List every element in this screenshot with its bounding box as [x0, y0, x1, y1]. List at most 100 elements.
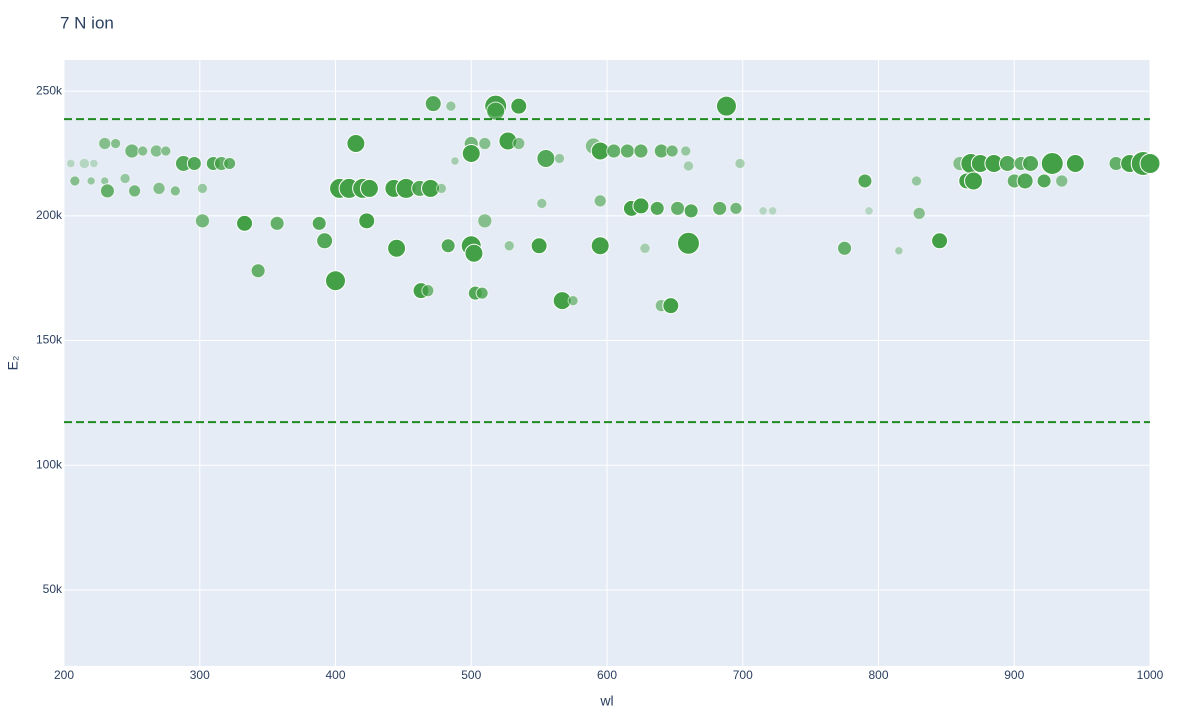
- y-tick-label: 250k: [36, 83, 63, 97]
- point: [196, 182, 208, 194]
- point: [639, 242, 651, 254]
- point: [715, 95, 737, 117]
- point: [186, 155, 202, 171]
- point: [66, 158, 76, 168]
- point: [712, 200, 728, 216]
- point: [912, 206, 926, 220]
- point: [119, 172, 131, 184]
- point: [311, 215, 327, 231]
- x-tick-label: 700: [733, 668, 753, 682]
- y-tick-label: 150k: [36, 333, 63, 347]
- point: [194, 213, 210, 229]
- point: [857, 173, 873, 189]
- point: [768, 206, 778, 216]
- chart-title: 7 N ion: [60, 13, 114, 32]
- point: [359, 178, 379, 198]
- point: [1055, 174, 1069, 188]
- point: [440, 238, 456, 254]
- x-tick-label: 900: [1004, 668, 1024, 682]
- point: [633, 143, 649, 159]
- point: [536, 149, 556, 169]
- point: [530, 237, 548, 255]
- point: [169, 185, 181, 197]
- point: [593, 194, 607, 208]
- point: [676, 231, 700, 255]
- point: [649, 200, 665, 216]
- point: [734, 157, 746, 169]
- point: [236, 214, 254, 232]
- point: [1022, 154, 1040, 172]
- x-tick-label: 600: [597, 668, 617, 682]
- point: [478, 137, 492, 151]
- y-tick-label: 50k: [43, 582, 63, 596]
- point: [864, 206, 874, 216]
- point: [1139, 152, 1161, 174]
- point: [1065, 153, 1085, 173]
- point: [250, 263, 266, 279]
- x-tick-label: 400: [325, 668, 345, 682]
- point: [590, 236, 610, 256]
- point: [512, 137, 526, 151]
- point: [421, 284, 435, 298]
- point: [510, 97, 528, 115]
- point: [435, 182, 447, 194]
- point: [503, 240, 515, 252]
- point: [424, 95, 442, 113]
- point: [477, 213, 493, 229]
- point: [316, 232, 334, 250]
- x-tick-label: 300: [190, 668, 210, 682]
- point: [160, 145, 172, 157]
- point: [683, 203, 699, 219]
- point: [223, 156, 237, 170]
- point: [98, 137, 112, 151]
- point: [911, 175, 923, 187]
- point: [553, 153, 565, 165]
- point: [1036, 173, 1052, 189]
- y-tick-label: 200k: [36, 208, 63, 222]
- point: [964, 171, 984, 191]
- point: [99, 183, 115, 199]
- point: [137, 145, 149, 157]
- point: [662, 297, 680, 315]
- point: [128, 184, 142, 198]
- x-tick-label: 800: [868, 668, 888, 682]
- point: [931, 232, 949, 250]
- point: [894, 246, 904, 256]
- x-tick-label: 500: [461, 668, 481, 682]
- point: [346, 134, 366, 154]
- point: [69, 175, 81, 187]
- point: [124, 143, 140, 159]
- point: [110, 138, 122, 150]
- point: [1016, 172, 1034, 190]
- x-axis-label: wl: [599, 693, 613, 709]
- point: [619, 143, 635, 159]
- point: [358, 212, 376, 230]
- y-axis-label: E₂: [5, 356, 21, 371]
- point: [269, 215, 285, 231]
- point: [475, 286, 489, 300]
- point: [445, 100, 457, 112]
- point: [86, 176, 96, 186]
- point: [325, 270, 346, 292]
- point: [1040, 151, 1064, 175]
- point: [606, 143, 622, 159]
- point: [670, 200, 686, 216]
- x-tick-label: 1000: [1137, 668, 1164, 682]
- point: [461, 144, 481, 164]
- point: [89, 158, 99, 168]
- point: [632, 197, 650, 215]
- point: [665, 144, 679, 158]
- point: [837, 240, 853, 256]
- point: [152, 181, 166, 195]
- point: [682, 160, 694, 172]
- point: [998, 154, 1016, 172]
- point: [78, 157, 90, 169]
- point: [387, 238, 407, 258]
- point: [567, 295, 579, 307]
- x-tick-label: 200: [54, 668, 74, 682]
- point: [486, 101, 506, 121]
- point: [729, 201, 743, 215]
- point: [536, 197, 548, 209]
- point: [450, 156, 460, 166]
